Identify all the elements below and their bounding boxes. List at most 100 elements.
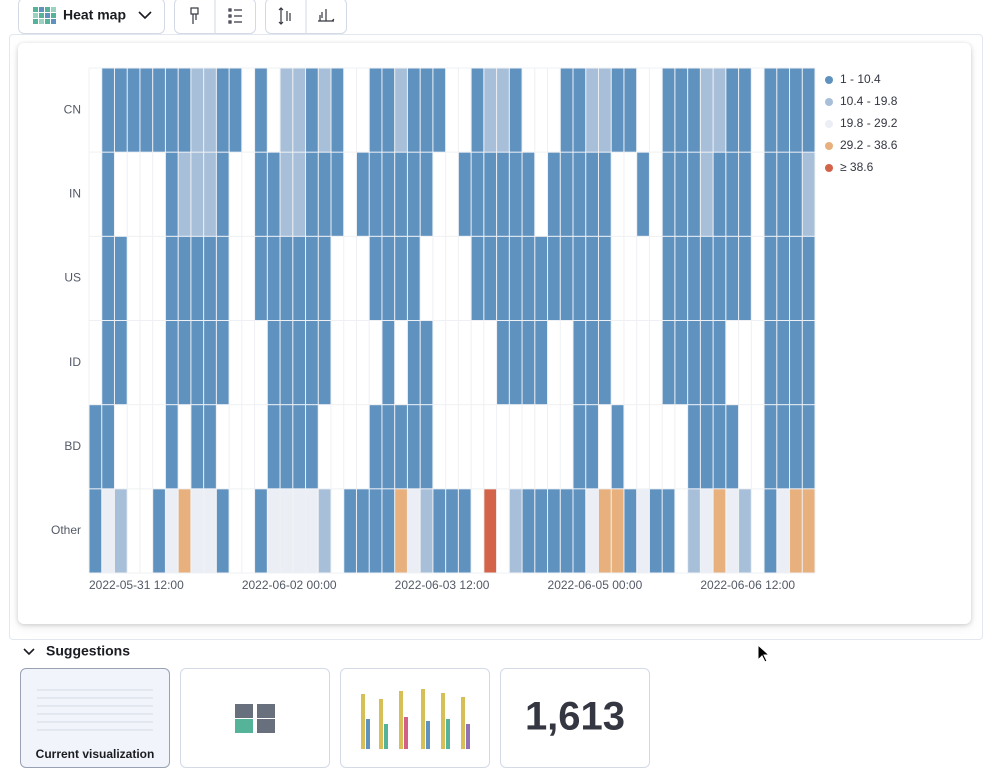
legend-swatch [825, 142, 833, 150]
heatmap-cell [790, 489, 802, 573]
chart-panel: CN IN US ID BD Other 2022-05-31 12:00 2022-06-0… [18, 43, 971, 624]
heatmap-cell [688, 68, 700, 152]
chart-type-label: Heat map [63, 7, 126, 23]
heatmap-cell [522, 152, 535, 236]
heatmap-cell [675, 152, 688, 236]
heatmap-cell [165, 321, 178, 405]
heatmap-cell [764, 321, 777, 405]
heatmap-cell [777, 405, 790, 489]
heatmap-cell [586, 68, 598, 152]
heatmap-cell [420, 152, 433, 236]
suggestion-preview: 1,613 [525, 695, 625, 739]
heatmap-cell [318, 68, 331, 152]
heatmap-cell [688, 405, 700, 489]
heatmap-cell [318, 152, 331, 236]
suggestion-card[interactable]: 1,613 [500, 668, 650, 768]
heatmap-cell [407, 405, 420, 489]
heatmap-cell [790, 152, 802, 236]
heatmap-cell [102, 236, 114, 320]
heatmap-cell [280, 68, 293, 152]
heatmap-cell [165, 405, 178, 489]
heatmap-cell [395, 236, 407, 320]
heatmap-cell [777, 321, 790, 405]
y-tick-label: IN [69, 186, 81, 200]
legend-icon[interactable] [228, 8, 242, 24]
x-tick-label: 2022-06-02 00:00 [242, 578, 337, 592]
heatmap-cell [216, 68, 229, 152]
heatmap-cell [458, 152, 471, 236]
heatmap-cell [688, 152, 700, 236]
heatmap-cell [560, 152, 573, 236]
heatmap-cell [178, 489, 191, 573]
x-tick-label: 2022-06-05 00:00 [548, 578, 643, 592]
suggestion-card[interactable] [180, 668, 330, 768]
suggestion-preview [235, 704, 275, 733]
heatmap-cell [382, 321, 395, 405]
heatmap-cell [649, 489, 662, 573]
heatmap-cell [624, 68, 637, 152]
heatmap-cell [573, 236, 586, 320]
y-tick-label: Other [51, 523, 81, 537]
heatmap-cell [739, 152, 751, 236]
heatmap-cell [700, 236, 713, 320]
heatmap-cell [216, 489, 229, 573]
y-tick-label: US [64, 271, 81, 285]
heatmap-cell [114, 321, 127, 405]
heatmap-cell [102, 152, 114, 236]
heatmap-cell [522, 236, 535, 320]
heatmap-cell [777, 152, 790, 236]
heatmap-cell [637, 152, 649, 236]
heatmap-cell [255, 152, 267, 236]
heatmap-cell [306, 489, 318, 573]
heatmap-cell [267, 152, 280, 236]
heatmap-cell [790, 236, 802, 320]
heatmap-cell [204, 321, 216, 405]
suggestion-card[interactable] [340, 668, 490, 768]
heatmap-cell [280, 489, 293, 573]
heatmap-cell [497, 68, 509, 152]
heatmap-cell [153, 68, 165, 152]
x-axis-icon[interactable] [318, 9, 335, 22]
heatmap-cell [229, 68, 242, 152]
heatmap-cell [293, 236, 306, 320]
suggestion-card[interactable]: Current visualization [20, 668, 170, 768]
heatmap-cell [764, 405, 777, 489]
chart-type-button[interactable]: Heat map [18, 0, 165, 34]
heatmap-cell [598, 236, 611, 320]
paint-icon[interactable] [190, 7, 199, 15]
heatmap-cell [165, 68, 178, 152]
heatmap-cell [726, 405, 739, 489]
heatmap-cell [573, 489, 586, 573]
heatmap-cell [726, 152, 739, 236]
heatmap-cell [802, 321, 815, 405]
heatmap-cell [624, 489, 637, 573]
heatmap-cell [255, 489, 267, 573]
heatmap-cell [790, 405, 802, 489]
heatmap-cell [713, 236, 726, 320]
heatmap-cell [700, 68, 713, 152]
legend-label: 29.2 - 38.6 [840, 138, 898, 152]
heatmap-cell [548, 489, 560, 573]
heatmap-cell [764, 236, 777, 320]
heatmap-cell [280, 405, 293, 489]
heatmap-cell [611, 489, 624, 573]
heatmap-cell [713, 321, 726, 405]
heatmap-cell [191, 152, 204, 236]
heatmap-cell [764, 152, 777, 236]
heatmap-cell [318, 489, 331, 573]
heatmap-cell [382, 489, 395, 573]
heatmap-cell [764, 489, 777, 573]
heatmap-cell [293, 405, 306, 489]
y-axis-icon[interactable] [278, 7, 291, 25]
heatmap-cell [777, 68, 790, 152]
heatmap-cell [573, 152, 586, 236]
heatmap-cell [548, 152, 560, 236]
heatmap-cell [700, 321, 713, 405]
heatmap-cell [548, 236, 560, 320]
heatmap-cell [777, 236, 790, 320]
suggestions-header[interactable]: Suggestions [0, 636, 200, 666]
heatmap-cell [662, 489, 675, 573]
heatmap-cell [407, 321, 420, 405]
heatmap-cell [586, 405, 598, 489]
heatmap-cell [293, 489, 306, 573]
